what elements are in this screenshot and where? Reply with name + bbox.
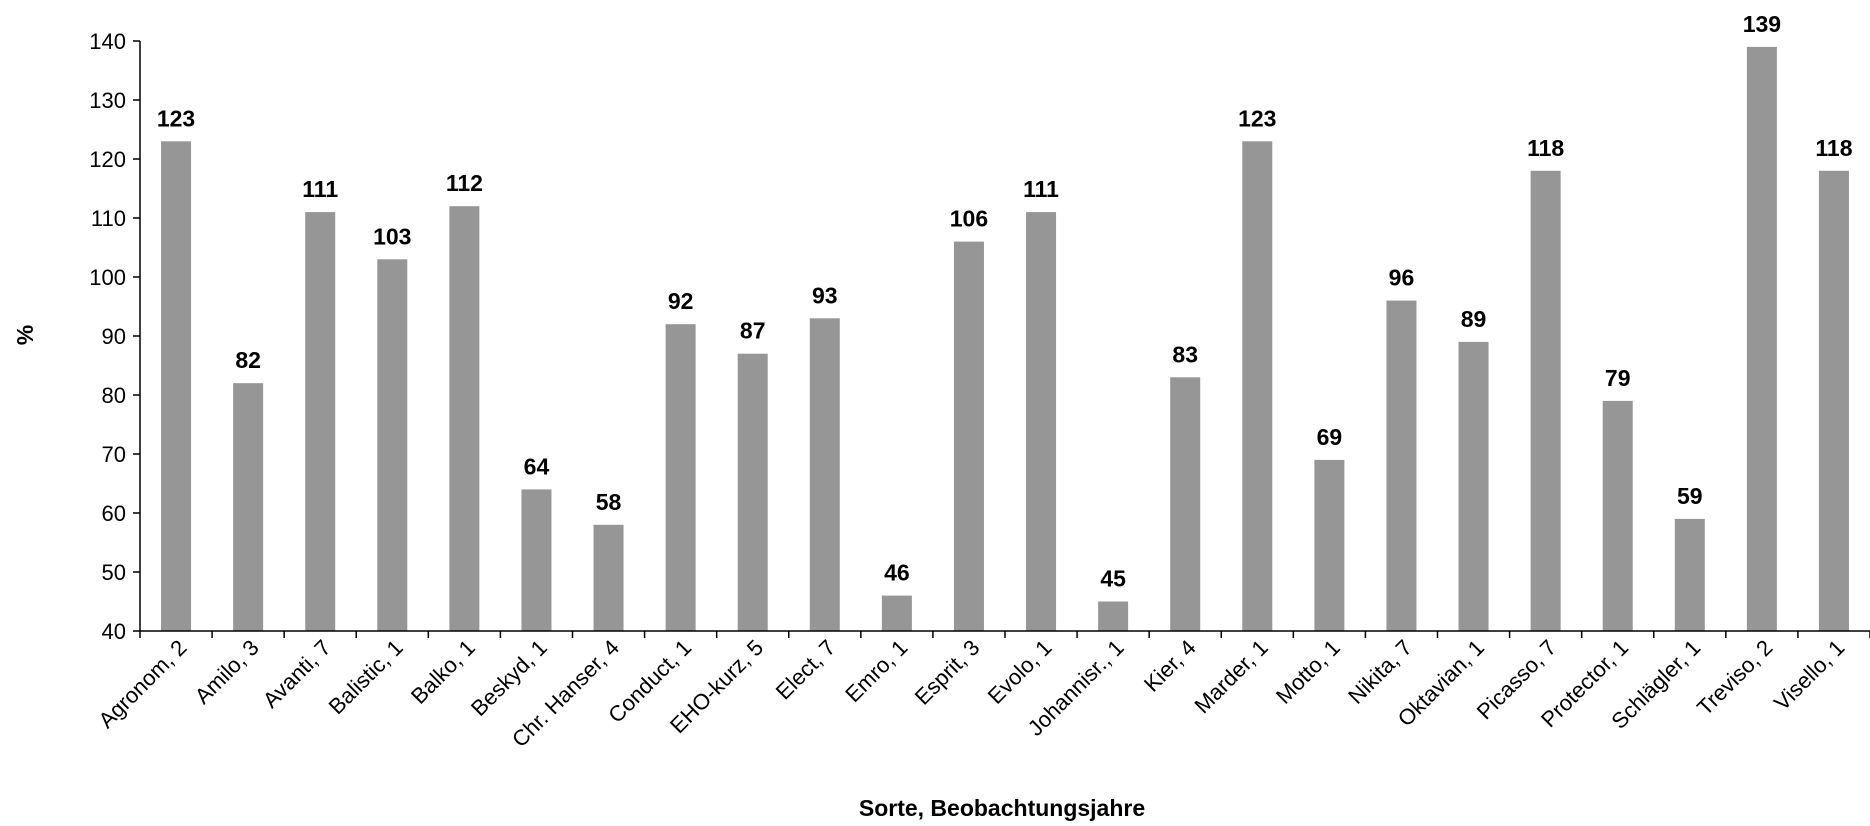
data-label: 93 xyxy=(812,282,838,308)
x-tick-label: Kier, 4 xyxy=(1139,635,1201,697)
bar xyxy=(1674,518,1705,631)
bar xyxy=(1386,300,1417,631)
y-axis: 40 50 60 70 80 90 100 110 120 130 140 xyxy=(89,29,141,644)
bar xyxy=(665,324,696,631)
x-tick-label: Evolo, 1 xyxy=(983,635,1057,709)
y-tick-label: 40 xyxy=(102,619,126,644)
bar xyxy=(1746,46,1777,631)
bar xyxy=(377,259,408,631)
bar xyxy=(1026,212,1057,631)
data-label: 58 xyxy=(596,489,622,515)
x-tick-label: Marder, 1 xyxy=(1189,635,1272,718)
y-tick-label: 50 xyxy=(102,560,126,585)
bar xyxy=(1314,459,1345,631)
bar xyxy=(737,353,768,631)
data-labels: 123 82 111 103 112 64 58 92 87 93 46 106 111 45 83 123 6… xyxy=(157,11,1853,592)
bar xyxy=(1530,170,1561,632)
bar xyxy=(809,318,840,631)
data-label: 106 xyxy=(950,206,988,232)
x-tick-label: Balistic, 1 xyxy=(324,635,408,719)
bars xyxy=(161,46,1849,632)
data-label: 83 xyxy=(1172,341,1198,367)
y-tick-label: 80 xyxy=(102,383,126,408)
x-tick-label: Agronom, 2 xyxy=(93,635,191,733)
data-label: 112 xyxy=(446,170,483,196)
bar xyxy=(1602,400,1633,631)
x-tick-label: Amilo, 3 xyxy=(190,635,264,709)
bar xyxy=(1242,141,1273,632)
y-tick-label: 120 xyxy=(89,147,126,172)
data-label: 111 xyxy=(302,176,338,202)
data-label: 123 xyxy=(157,105,195,131)
data-label: 111 xyxy=(1023,176,1059,202)
y-tick-label: 60 xyxy=(102,501,126,526)
bar xyxy=(161,141,192,632)
data-label: 89 xyxy=(1461,306,1487,332)
bar xyxy=(953,241,984,631)
x-tick-label: Nikita, 7 xyxy=(1343,635,1417,709)
x-tick-label: Esprit, 3 xyxy=(910,635,985,710)
x-tick-label: Elect, 7 xyxy=(771,635,841,705)
y-tick-label: 130 xyxy=(89,88,126,113)
data-label: 69 xyxy=(1317,424,1343,450)
x-tick-label: Emro, 1 xyxy=(840,635,912,707)
data-label: 46 xyxy=(884,560,910,586)
data-label: 118 xyxy=(1527,135,1564,161)
bar xyxy=(593,524,624,631)
x-tick-label: Treviso, 2 xyxy=(1692,635,1777,720)
data-label: 45 xyxy=(1100,566,1126,592)
data-label: 118 xyxy=(1815,135,1852,161)
data-label: 82 xyxy=(235,347,261,373)
y-tick-label: 100 xyxy=(89,265,126,290)
data-label: 59 xyxy=(1677,483,1703,509)
y-tick-label: 90 xyxy=(102,324,126,349)
bar xyxy=(305,212,336,631)
x-tick-label: Balko, 1 xyxy=(406,635,480,709)
data-label: 123 xyxy=(1238,105,1276,131)
bar xyxy=(1458,341,1489,631)
y-tick-label: 70 xyxy=(102,442,126,467)
bar xyxy=(881,595,912,631)
x-axis-title: Sorte, Beobachtungsjahre xyxy=(859,795,1145,821)
data-label: 92 xyxy=(668,288,694,314)
data-label: 103 xyxy=(373,223,411,249)
y-tick-label: 140 xyxy=(89,29,126,54)
data-label: 139 xyxy=(1743,11,1781,37)
bar xyxy=(233,383,264,631)
bar xyxy=(1170,377,1201,631)
data-label: 96 xyxy=(1389,265,1415,291)
bar xyxy=(1818,170,1849,632)
data-label: 79 xyxy=(1605,365,1631,391)
bar xyxy=(521,489,552,631)
bar xyxy=(449,206,480,631)
data-label: 64 xyxy=(524,453,550,479)
data-label: 87 xyxy=(740,318,766,344)
y-axis-title: % xyxy=(12,325,38,345)
bar xyxy=(1098,601,1129,631)
x-tick-label: Visello, 1 xyxy=(1769,635,1850,716)
x-tick-label: Motto, 1 xyxy=(1271,635,1345,709)
y-tick-label: 110 xyxy=(91,206,126,231)
